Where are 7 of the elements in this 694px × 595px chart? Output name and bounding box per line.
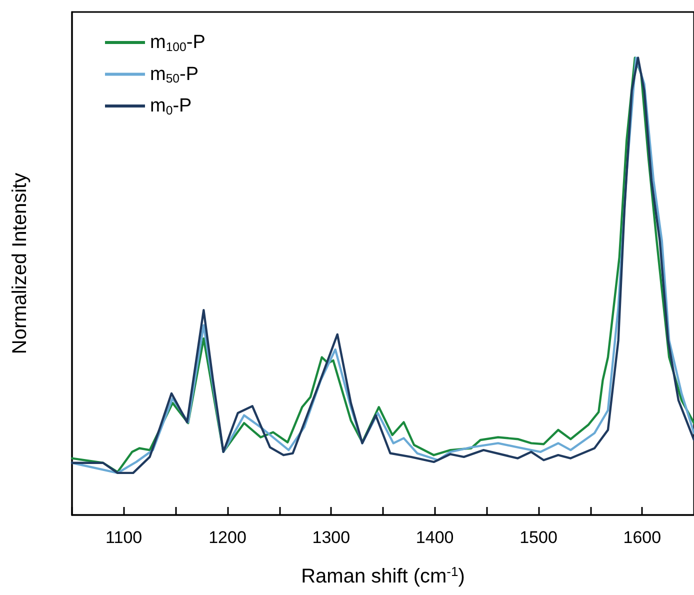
x-tick-label: 1100 xyxy=(106,528,142,547)
x-tick-label: 1400 xyxy=(416,528,454,547)
x-tick-label: 1200 xyxy=(208,528,246,547)
x-tick-label: 1300 xyxy=(312,528,350,547)
x-tick-label: 1600 xyxy=(623,528,662,547)
y-axis-title: Normalized Intensity xyxy=(9,172,31,354)
x-tick-label: 1500 xyxy=(520,528,558,547)
